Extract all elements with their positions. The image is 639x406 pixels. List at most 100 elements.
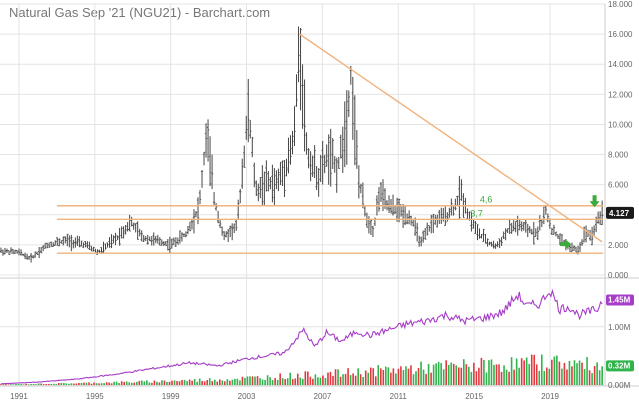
volume-bar bbox=[367, 372, 370, 385]
x-axis: 1991 1995 1999 2003 2007 2011 2015 2019 bbox=[10, 392, 559, 401]
volume-bar bbox=[563, 362, 566, 385]
volume-bar bbox=[432, 364, 435, 385]
volume-bar bbox=[201, 381, 203, 385]
last-price-badge: 4.127 bbox=[606, 206, 634, 219]
volume-bar bbox=[213, 379, 216, 385]
volume-bar bbox=[193, 378, 196, 385]
volume-bar bbox=[234, 378, 236, 385]
volume-bar bbox=[133, 382, 136, 385]
volume-bar bbox=[593, 366, 596, 385]
volume-bar bbox=[488, 360, 490, 385]
y-tick-label: 12.000 bbox=[608, 90, 633, 99]
volume-bar bbox=[468, 366, 470, 385]
volume-bar bbox=[427, 363, 430, 385]
volume-bar bbox=[10, 384, 12, 385]
y-tick-label: 2.000 bbox=[608, 241, 629, 250]
volume-bar bbox=[231, 379, 234, 385]
volume-bar bbox=[332, 375, 334, 385]
chart-title: Natural Gas Sep '21 (NGU21) - Barchart.c… bbox=[9, 5, 270, 20]
volume-bar bbox=[319, 377, 322, 385]
volume-bar bbox=[490, 359, 493, 385]
x-tick-label: 2007 bbox=[314, 392, 332, 401]
volume-bar bbox=[70, 383, 73, 385]
price-bars bbox=[0, 26, 604, 263]
volume-bar bbox=[588, 370, 591, 385]
volume-bar bbox=[463, 359, 465, 385]
volume-bar bbox=[425, 373, 427, 385]
volume-bar bbox=[286, 378, 289, 385]
volume-bar bbox=[108, 382, 110, 385]
volume-bar bbox=[525, 357, 528, 385]
volume-bar bbox=[103, 383, 105, 385]
volume-bar bbox=[437, 361, 440, 385]
volume-bar bbox=[369, 367, 372, 385]
volume-bar bbox=[596, 362, 598, 385]
volume-bar bbox=[410, 365, 412, 385]
volume-bar bbox=[322, 375, 324, 385]
volume-bar bbox=[125, 381, 128, 385]
y-tick-label: 0.000 bbox=[608, 271, 629, 280]
volume-bar bbox=[90, 383, 93, 385]
volume-bar bbox=[52, 383, 55, 385]
volume-bar bbox=[510, 357, 513, 385]
volume-bar bbox=[561, 368, 563, 385]
y-tick-label: 8.000 bbox=[608, 151, 629, 160]
volume-bar bbox=[110, 383, 113, 385]
volume-bar bbox=[45, 384, 48, 385]
volume-bar bbox=[299, 377, 302, 385]
volume-bar bbox=[420, 361, 422, 385]
volume-bar bbox=[598, 370, 601, 385]
volume-bar bbox=[35, 384, 37, 385]
volume-bar bbox=[183, 379, 186, 385]
volume-bar bbox=[123, 381, 126, 385]
x-tick-label: 2003 bbox=[238, 392, 256, 401]
volume-badges: 1.45M 0.32M bbox=[606, 294, 634, 372]
volume-bar bbox=[236, 378, 239, 385]
volume-bar bbox=[120, 381, 123, 385]
volume-bar bbox=[513, 369, 515, 385]
volume-bar bbox=[143, 381, 146, 385]
volume-bar bbox=[417, 367, 420, 385]
volume-bar bbox=[42, 384, 45, 385]
volume-bar bbox=[291, 379, 294, 385]
volume-bar bbox=[141, 380, 143, 385]
volume-bar bbox=[146, 380, 148, 385]
volume-bar bbox=[377, 365, 380, 385]
volume-bar bbox=[551, 359, 553, 385]
volume-bar bbox=[515, 358, 518, 385]
x-tick-label: 1995 bbox=[86, 392, 104, 401]
volume-bar bbox=[274, 378, 276, 385]
volume-bar bbox=[385, 366, 387, 385]
volume-bar bbox=[450, 362, 453, 385]
support-resistance-levels: 4,63,7 bbox=[56, 195, 604, 254]
volume-bar bbox=[281, 378, 284, 385]
volume-bar bbox=[478, 367, 480, 385]
volume-bar bbox=[249, 376, 251, 385]
volume-bar bbox=[493, 364, 495, 385]
volume-bar bbox=[239, 380, 241, 385]
volume-bar bbox=[221, 380, 224, 385]
volume-bar bbox=[528, 364, 531, 385]
volume-bar bbox=[483, 360, 485, 385]
open-interest-line bbox=[0, 288, 603, 385]
volume-bar bbox=[83, 382, 85, 385]
volume-bar bbox=[309, 376, 312, 385]
volume-bar bbox=[566, 369, 568, 385]
volume-bar bbox=[153, 380, 156, 385]
volume-bar bbox=[397, 368, 400, 385]
volume-bar bbox=[405, 366, 407, 385]
volume-bar bbox=[583, 369, 586, 385]
volume-bar bbox=[327, 372, 329, 385]
volume-bar bbox=[359, 374, 362, 385]
volume-bar bbox=[75, 383, 78, 385]
arrow-right-icon bbox=[560, 239, 572, 250]
volume-bar bbox=[307, 371, 309, 385]
volume-bar bbox=[312, 378, 314, 385]
volume-bar bbox=[186, 381, 188, 385]
volume-bar bbox=[98, 383, 100, 385]
volume-bar bbox=[430, 372, 432, 385]
volume-bar bbox=[392, 368, 395, 385]
volume-bar bbox=[342, 374, 344, 385]
